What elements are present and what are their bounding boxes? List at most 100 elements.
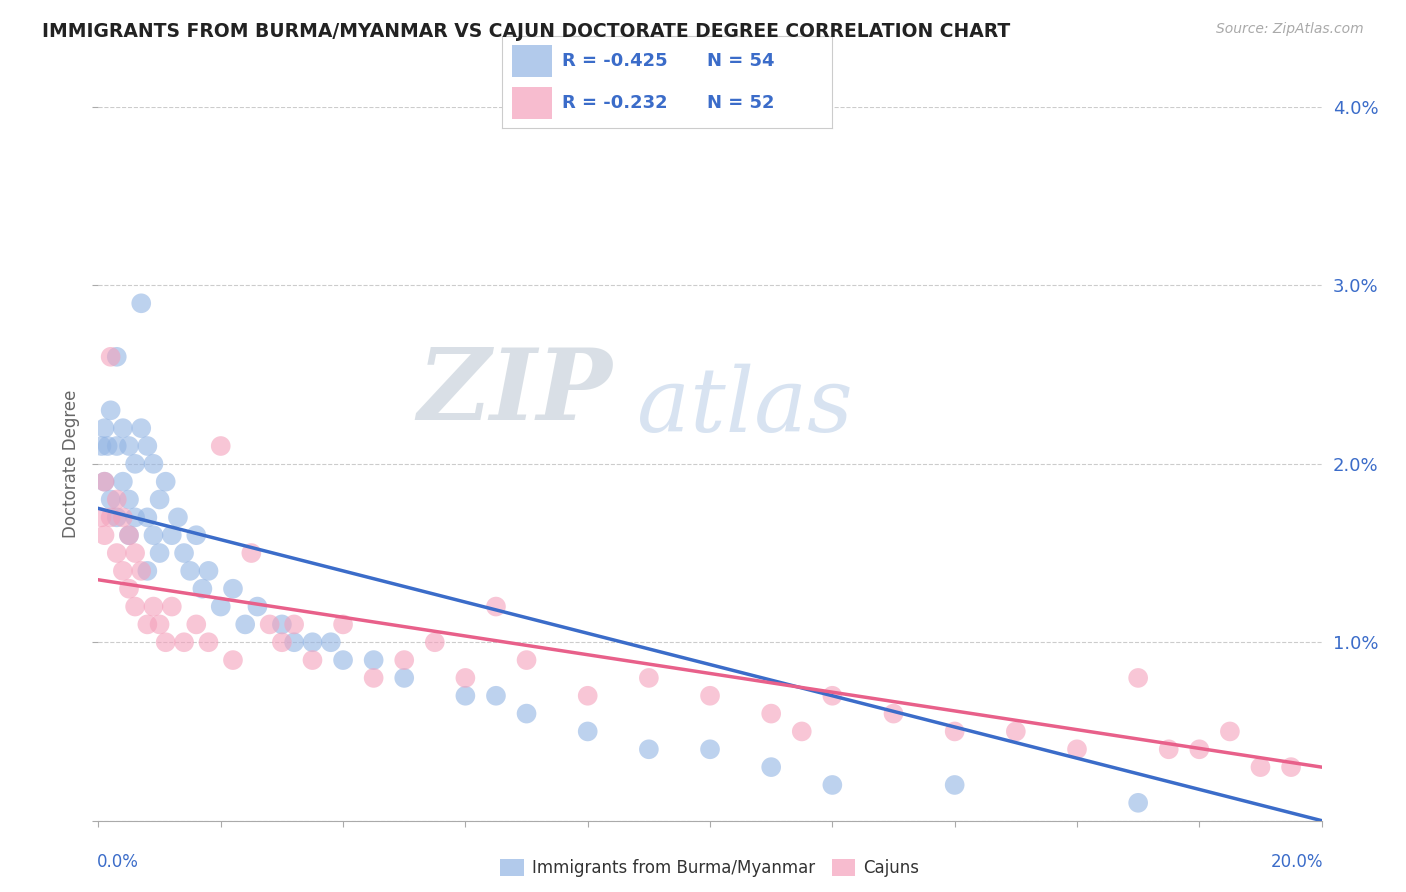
Text: R = -0.232: R = -0.232: [561, 95, 668, 112]
FancyBboxPatch shape: [512, 45, 551, 78]
Point: [118, 528, 141, 542]
Point: [136, 564, 159, 578]
Text: 20.0%: 20.0%: [1271, 853, 1323, 871]
Legend: Immigrants from Burma/Myanmar, Cajuns: Immigrants from Burma/Myanmar, Cajuns: [494, 852, 927, 884]
Point: [105, 350, 128, 364]
Point: [246, 599, 269, 614]
Point: [883, 706, 905, 721]
Point: [129, 421, 152, 435]
Point: [129, 296, 152, 310]
Point: [283, 635, 305, 649]
Point: [576, 724, 599, 739]
Point: [1157, 742, 1180, 756]
Point: [270, 635, 292, 649]
Point: [124, 546, 146, 560]
Point: [485, 599, 508, 614]
Text: N = 52: N = 52: [707, 95, 775, 112]
Point: [142, 457, 165, 471]
Point: [1128, 671, 1150, 685]
Point: [821, 689, 844, 703]
Point: [301, 653, 323, 667]
Point: [1128, 796, 1150, 810]
Point: [516, 653, 538, 667]
Point: [759, 760, 782, 774]
Point: [93, 421, 115, 435]
Point: [699, 742, 721, 756]
Point: [332, 617, 354, 632]
Point: [222, 582, 245, 596]
Point: [240, 546, 263, 560]
Point: [111, 564, 134, 578]
Point: [209, 599, 232, 614]
Point: [111, 510, 134, 524]
Point: [105, 510, 128, 524]
Point: [118, 582, 141, 596]
Point: [790, 724, 813, 739]
Point: [124, 457, 146, 471]
Point: [332, 653, 354, 667]
Point: [160, 599, 183, 614]
Point: [759, 706, 782, 721]
Point: [319, 635, 342, 649]
Y-axis label: Doctorate Degree: Doctorate Degree: [62, 390, 80, 538]
Text: Source: ZipAtlas.com: Source: ZipAtlas.com: [1216, 22, 1364, 37]
Point: [259, 617, 281, 632]
Point: [943, 724, 966, 739]
Point: [392, 671, 416, 685]
Point: [186, 528, 208, 542]
Point: [93, 475, 115, 489]
Point: [105, 439, 128, 453]
Point: [105, 492, 128, 507]
Point: [100, 350, 122, 364]
Point: [100, 510, 122, 524]
Point: [283, 617, 305, 632]
Point: [111, 421, 134, 435]
Text: ZIP: ZIP: [418, 344, 612, 441]
Point: [197, 635, 219, 649]
Point: [124, 510, 146, 524]
Point: [363, 653, 385, 667]
Point: [97, 439, 120, 453]
Point: [118, 492, 141, 507]
FancyBboxPatch shape: [512, 87, 551, 120]
Point: [454, 671, 477, 685]
Point: [1188, 742, 1211, 756]
Point: [149, 617, 172, 632]
Point: [136, 510, 159, 524]
Point: [821, 778, 844, 792]
Point: [173, 546, 195, 560]
Point: [111, 475, 134, 489]
Point: [1279, 760, 1302, 774]
Text: R = -0.425: R = -0.425: [561, 52, 668, 70]
Point: [637, 742, 661, 756]
Point: [105, 546, 128, 560]
Point: [1219, 724, 1241, 739]
Point: [149, 546, 172, 560]
Point: [301, 635, 323, 649]
Point: [142, 599, 165, 614]
Point: [90, 439, 112, 453]
Point: [93, 528, 115, 542]
Point: [186, 617, 208, 632]
Point: [136, 617, 159, 632]
Point: [222, 653, 245, 667]
Point: [943, 778, 966, 792]
Text: 0.0%: 0.0%: [97, 853, 139, 871]
Point: [363, 671, 385, 685]
Point: [155, 635, 177, 649]
Text: IMMIGRANTS FROM BURMA/MYANMAR VS CAJUN DOCTORATE DEGREE CORRELATION CHART: IMMIGRANTS FROM BURMA/MYANMAR VS CAJUN D…: [42, 22, 1011, 41]
Point: [637, 671, 661, 685]
Point: [179, 564, 201, 578]
Point: [197, 564, 219, 578]
Point: [118, 528, 141, 542]
Text: N = 54: N = 54: [707, 52, 775, 70]
Point: [167, 510, 190, 524]
Point: [1249, 760, 1271, 774]
Point: [1066, 742, 1088, 756]
Point: [191, 582, 214, 596]
Point: [516, 706, 538, 721]
Point: [576, 689, 599, 703]
Point: [209, 439, 232, 453]
Point: [233, 617, 256, 632]
Point: [93, 475, 115, 489]
